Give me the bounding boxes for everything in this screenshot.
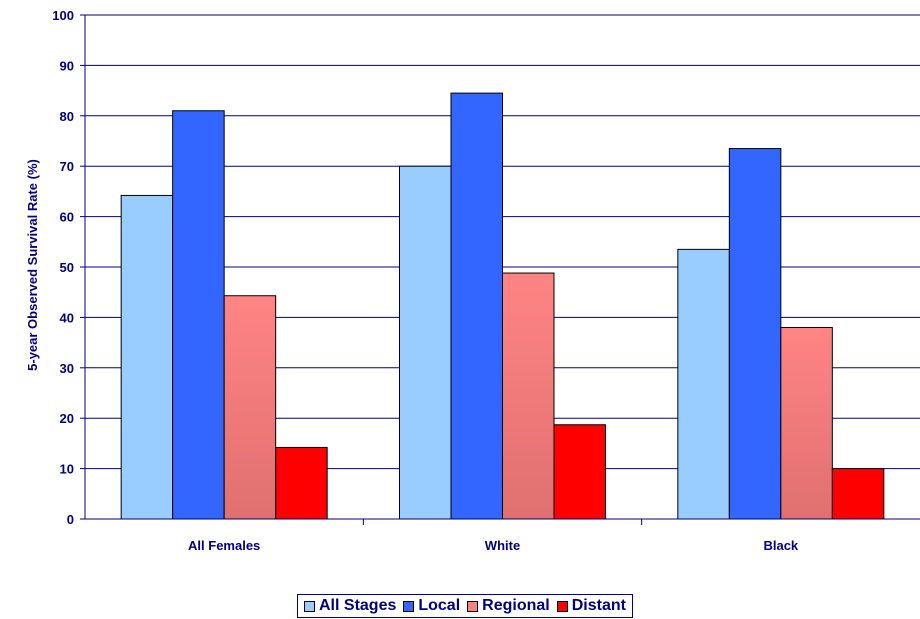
y-tick-label: 60: [60, 210, 74, 225]
legend-label: Regional: [482, 597, 550, 614]
bar-local: [172, 110, 225, 520]
bar-regional: [502, 272, 555, 520]
x-category-label: Black: [763, 538, 798, 553]
legend-item: Regional: [467, 597, 550, 615]
y-tick-label: 40: [60, 310, 74, 325]
legend-swatch: [467, 600, 479, 612]
y-tick-label: 10: [60, 462, 74, 477]
y-tick-label: 30: [60, 361, 74, 376]
bar-all-stages: [399, 165, 452, 520]
y-tick-label: 50: [60, 260, 74, 275]
bar-regional: [780, 326, 833, 520]
bar-all-stages: [120, 194, 174, 520]
y-tick-label: 0: [67, 512, 74, 527]
legend-item: Local: [403, 597, 460, 615]
legend-label: Distant: [571, 597, 626, 614]
legend-label: All Stages: [319, 597, 397, 614]
axes: [80, 14, 920, 525]
y-tick-label: 70: [60, 159, 74, 174]
y-tick-label: 20: [60, 411, 74, 426]
bar-all-stages: [677, 248, 730, 520]
bar-chart: 0 10 20 30 40 50 60 70 80 90 100 All Females White B…: [25, 8, 920, 553]
bar-distant: [275, 446, 328, 520]
bar-regional: [223, 295, 277, 520]
legend-swatch: [403, 600, 415, 612]
legend-item: Distant: [556, 597, 626, 615]
bar-distant: [553, 424, 606, 520]
legend-swatch: [556, 600, 568, 612]
x-category-label: All Females: [188, 538, 260, 553]
chart-legend: All Stages Local Regional Distant: [297, 594, 633, 618]
bar-local: [728, 148, 782, 520]
bars-layer: [120, 92, 885, 520]
x-category-labels: All Females White Black: [188, 538, 799, 553]
x-category-label: White: [485, 538, 520, 553]
legend-label: Local: [418, 597, 461, 614]
legend-item: All Stages: [304, 597, 396, 615]
y-axis-label: 5-year Observed Survival Rate (%): [25, 159, 40, 371]
legend-swatch: [304, 600, 315, 612]
y-tick-label: 80: [60, 109, 74, 124]
bar-local: [450, 92, 503, 520]
y-tick-label: 100: [52, 8, 74, 23]
y-tick-label: 90: [60, 58, 74, 73]
bar-distant: [831, 468, 885, 520]
y-tick-labels: 0 10 20 30 40 50 60 70 80 90 100: [52, 8, 74, 527]
